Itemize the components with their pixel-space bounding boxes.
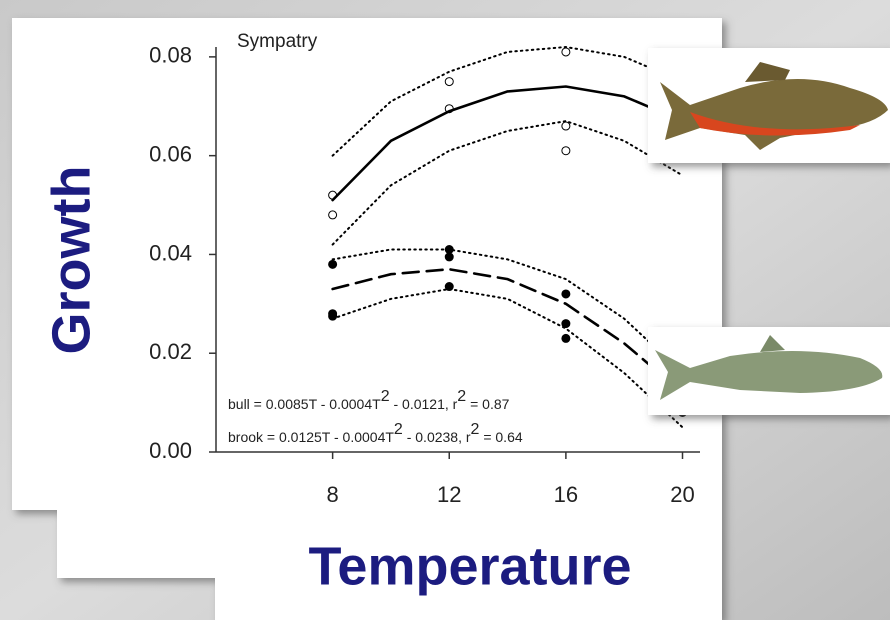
- x-tick-label: 12: [437, 482, 461, 507]
- equation-part: bull = 0.0085T - 0.0004T: [228, 396, 381, 412]
- y-tick-label: 0.00: [149, 438, 192, 463]
- data-point: [445, 253, 453, 261]
- y-tick-label: 0.08: [149, 43, 192, 68]
- data-point: [329, 211, 337, 219]
- equation-part: - 0.0238, r: [403, 429, 471, 445]
- x-tick-label: 20: [670, 482, 694, 507]
- chart-title: Sympatry: [237, 31, 318, 52]
- x-axis-label: Temperature: [308, 536, 631, 596]
- equation-part: = 0.87: [466, 396, 509, 412]
- data-point: [329, 260, 337, 268]
- paper: [12, 18, 722, 620]
- y-tick-label: 0.04: [149, 240, 192, 265]
- superscript: 2: [394, 421, 403, 438]
- equation-part: = 0.64: [479, 429, 522, 445]
- equation-part: - 0.0121, r: [390, 396, 458, 412]
- slide: Growth Temperature Sympatry 0.00 0.02 0.04…: [0, 0, 890, 620]
- data-point: [562, 290, 570, 298]
- bull-trout-image: [648, 327, 890, 415]
- x-tick-label: 16: [554, 482, 578, 507]
- superscript: 2: [471, 421, 480, 438]
- data-point: [445, 78, 453, 86]
- data-point: [562, 147, 570, 155]
- y-tick-label: 0.06: [149, 141, 192, 166]
- equation-part: brook = 0.0125T - 0.0004T: [228, 429, 394, 445]
- data-point: [562, 334, 570, 342]
- data-point: [562, 122, 570, 130]
- y-axis-label: Growth: [41, 166, 101, 355]
- data-point: [562, 48, 570, 56]
- superscript: 2: [457, 388, 466, 405]
- y-tick-label: 0.02: [149, 339, 192, 364]
- superscript: 2: [381, 388, 390, 405]
- brook-trout-image: [648, 48, 890, 163]
- x-tick-label: 8: [327, 482, 339, 507]
